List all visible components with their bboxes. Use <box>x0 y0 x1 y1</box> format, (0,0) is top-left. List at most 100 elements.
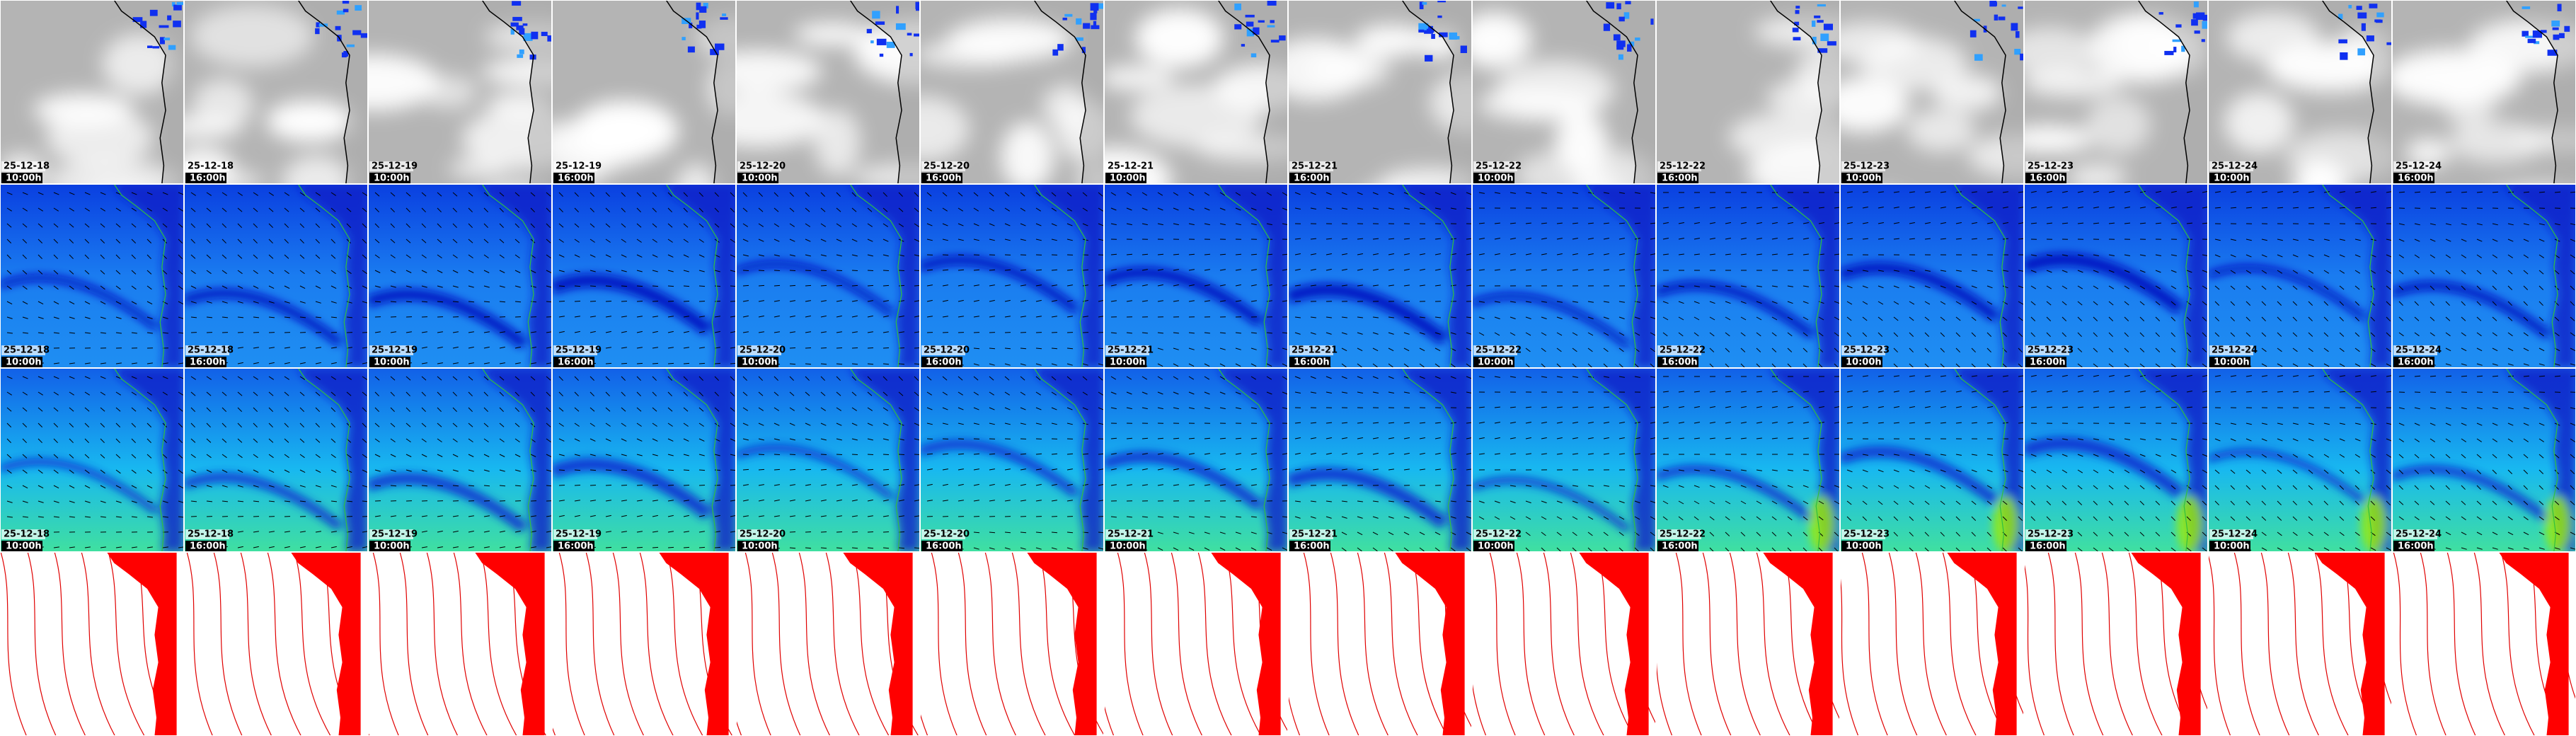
cloud <box>2224 92 2294 154</box>
tile-border <box>368 184 552 368</box>
time-bg <box>553 173 594 183</box>
tile-border <box>1840 184 2024 368</box>
coastline <box>849 368 902 552</box>
date-bg <box>737 345 781 355</box>
time-bg <box>1473 541 1514 551</box>
frame-date: 25-12-21 <box>1292 161 1338 172</box>
precip <box>1616 40 1626 47</box>
clouds <box>1104 8 1288 184</box>
coastline <box>481 0 534 184</box>
frame-date: 25-12-23 <box>2028 161 2074 172</box>
precip <box>1270 20 1275 23</box>
time-bg <box>2025 357 2066 367</box>
precip <box>2194 30 2200 34</box>
coastline <box>481 184 534 368</box>
precip <box>1419 1 1424 10</box>
tile-border <box>920 184 1104 368</box>
precip <box>687 46 695 53</box>
cloud <box>675 163 717 184</box>
land-wind <box>1218 368 1288 552</box>
cloud <box>184 116 242 139</box>
clouds <box>920 18 1104 184</box>
precip <box>2172 39 2182 42</box>
time-bg <box>2209 541 2250 551</box>
precip <box>2020 53 2024 61</box>
frame-time: 10:00h <box>2214 357 2250 368</box>
frame-date: 25-12-20 <box>924 161 970 172</box>
precip <box>335 25 341 30</box>
tile-content <box>368 0 552 184</box>
wind-arrows <box>374 376 552 548</box>
time-bg <box>1657 541 1698 551</box>
frame-time: 16:00h <box>2030 357 2066 368</box>
wind-bands <box>1840 368 2024 552</box>
map-tile <box>920 552 1104 736</box>
frame-time: 10:00h <box>1846 173 1882 184</box>
jet-band <box>2208 264 2367 321</box>
clouds <box>1288 24 1472 184</box>
frame-time: 16:00h <box>2398 173 2434 184</box>
precip <box>1827 41 1836 46</box>
precip <box>1250 53 1257 57</box>
wind-bands <box>1656 184 1840 368</box>
time-bg <box>369 173 410 183</box>
wind-arrows <box>2030 190 2208 368</box>
time-bg <box>553 541 594 551</box>
precip <box>1246 28 1255 37</box>
precip <box>2552 27 2559 30</box>
jet-band <box>0 458 159 514</box>
tile-content <box>2024 368 2208 552</box>
isobars <box>2393 552 2576 736</box>
frame-date: 25-12-21 <box>1108 161 1154 172</box>
tile-border <box>1104 184 1288 368</box>
precip <box>2173 47 2177 52</box>
precip <box>1455 35 1460 40</box>
precip <box>1437 15 1442 18</box>
land <box>1586 0 1656 184</box>
wind-bands <box>0 368 184 552</box>
map-tile <box>1840 552 2024 736</box>
tile-content <box>1288 184 1472 368</box>
precip <box>1613 34 1621 41</box>
coastline <box>1033 368 1086 552</box>
tile-content <box>736 184 920 368</box>
wind-bands <box>1472 184 1656 368</box>
precip <box>2534 41 2540 45</box>
time-bg <box>737 541 778 551</box>
land-isobars <box>1394 552 1465 736</box>
wind-arrows <box>2030 374 2208 552</box>
precip <box>1258 20 1265 23</box>
land-isobars <box>1026 552 1097 736</box>
precip <box>541 31 548 36</box>
tile-border <box>1288 184 1472 368</box>
land-isobars <box>842 552 913 736</box>
precip <box>1091 25 1100 30</box>
precip <box>1460 45 1467 53</box>
land-wind <box>1954 184 2024 368</box>
wind-arrows <box>1110 192 1288 367</box>
date-bg <box>921 529 965 539</box>
precip <box>2181 45 2185 52</box>
land-isobars <box>1762 552 1833 736</box>
frame-date: 25-12-22 <box>1660 529 1706 540</box>
frame-date: 25-12-23 <box>2028 345 2074 356</box>
land <box>850 0 920 184</box>
tile-content <box>0 184 184 368</box>
land-isobars <box>2130 552 2201 736</box>
precip <box>2551 21 2560 27</box>
time-bg <box>1 357 42 367</box>
land-wind <box>114 368 184 552</box>
tile-content <box>1472 552 1656 736</box>
precip <box>689 22 693 28</box>
precip <box>1267 0 1277 6</box>
precip <box>714 43 725 50</box>
frame-date: 25-12-21 <box>1108 345 1154 356</box>
wind-arrows <box>2214 191 2392 367</box>
jet-band <box>0 274 159 330</box>
